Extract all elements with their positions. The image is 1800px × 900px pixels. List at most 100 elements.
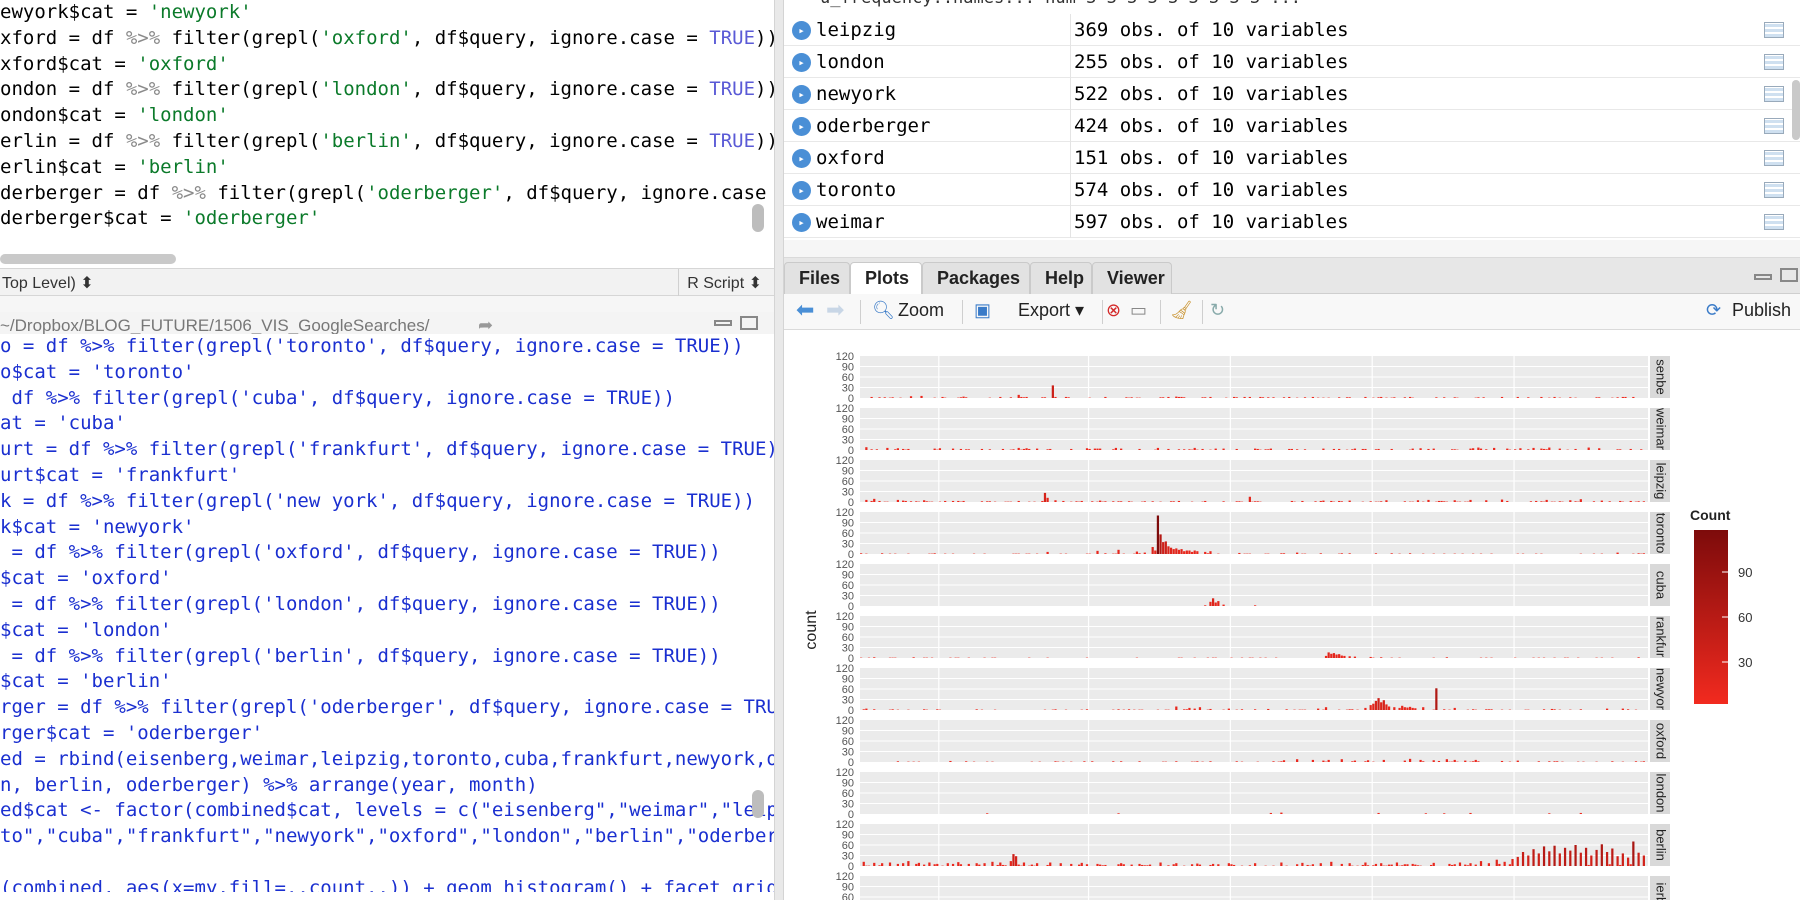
histogram-bar — [1453, 759, 1456, 762]
histogram-bar — [1088, 448, 1091, 450]
toolbar-separator — [1160, 300, 1161, 324]
expand-icon[interactable]: ▸ — [792, 21, 811, 40]
maximize-pane-icon[interactable] — [1780, 268, 1798, 282]
histogram-bar — [896, 499, 899, 502]
tab-help[interactable]: Help — [1030, 262, 1092, 294]
histogram-bar — [1477, 447, 1480, 450]
zoom-button[interactable]: Zoom — [898, 300, 945, 320]
env-row-oxford[interactable]: ▸ oxford 151 obs. of 10 variables — [784, 142, 1800, 174]
histogram-bar — [1616, 856, 1619, 866]
expand-icon[interactable]: ▸ — [792, 181, 811, 200]
editor-vertical-scrollbar[interactable] — [752, 204, 764, 232]
histogram-bar — [1120, 448, 1123, 450]
tab-files[interactable]: Files — [784, 262, 850, 294]
histogram-bar — [1311, 864, 1315, 866]
forward-arrow-icon[interactable]: ➡ — [826, 297, 845, 322]
env-row-newyork[interactable]: ▸ newyork 522 obs. of 10 variables — [784, 78, 1800, 110]
histogram-bar — [1172, 549, 1175, 554]
histogram-bar — [1380, 501, 1383, 502]
histogram-bar — [1529, 501, 1533, 502]
view-data-icon[interactable] — [1764, 118, 1784, 134]
env-row-london[interactable]: ▸ london 255 obs. of 10 variables — [784, 46, 1800, 78]
histogram-bar — [1054, 761, 1057, 762]
histogram-bar — [1232, 864, 1236, 866]
refresh-icon[interactable]: ↻ — [1210, 300, 1226, 320]
publish-icon[interactable]: ⟳ — [1706, 300, 1722, 320]
export-button[interactable]: Export ▾ — [1018, 300, 1085, 320]
pane-splitter-right[interactable] — [784, 240, 1800, 258]
histogram-bar — [1340, 553, 1343, 554]
histogram-bar — [1222, 501, 1225, 502]
env-row-toronto[interactable]: ▸ toronto 574 obs. of 10 variables — [784, 174, 1800, 206]
tab-packages[interactable]: Packages — [922, 262, 1030, 294]
column-separator — [1070, 110, 1071, 142]
scope-selector[interactable]: Top Level) ⬍ — [2, 275, 94, 292]
tab-viewer[interactable]: Viewer — [1092, 262, 1172, 294]
go-to-directory-icon[interactable]: ➦ — [478, 315, 494, 335]
maximize-pane-icon[interactable] — [740, 316, 758, 330]
minimize-pane-icon[interactable] — [714, 320, 732, 326]
source-editor[interactable]: ewyork$cat = 'newyork' xford = df %>% fil… — [0, 0, 774, 258]
histogram-bar — [1608, 864, 1611, 866]
env-object-name: london — [816, 51, 885, 73]
histogram-bar — [1099, 448, 1102, 450]
histogram-bar — [1159, 862, 1162, 866]
expand-icon[interactable]: ▸ — [792, 53, 811, 72]
clear-all-plots-icon[interactable]: 🧹︎ — [1170, 300, 1193, 320]
histogram-bar — [1485, 709, 1488, 710]
view-data-icon[interactable] — [1764, 86, 1784, 102]
histogram-bar — [894, 449, 897, 450]
histogram-bar — [1624, 396, 1627, 398]
histogram-bar — [1198, 707, 1202, 710]
tab-plots[interactable]: Plots — [850, 262, 922, 295]
y-tick-label: 120 — [836, 403, 854, 415]
view-data-icon[interactable] — [1764, 182, 1784, 198]
histogram-bar — [1183, 397, 1186, 398]
editor-horizontal-scrollbar[interactable] — [0, 254, 176, 264]
remove-plot-icon[interactable]: ⊗ — [1106, 300, 1122, 320]
histogram-bar — [1099, 864, 1102, 866]
histogram-bar — [1324, 655, 1328, 658]
histogram-bar — [1222, 604, 1225, 606]
file-type-selector[interactable]: R Script ⬍ — [678, 269, 770, 296]
column-separator — [1070, 142, 1071, 174]
histogram-bar — [1435, 397, 1438, 398]
histogram-bar — [1500, 499, 1504, 502]
console-output[interactable]: o = df %>% filter(grepl('toronto', df$qu… — [0, 334, 774, 892]
view-data-icon[interactable] — [1764, 54, 1784, 70]
expand-icon[interactable]: ▸ — [792, 85, 811, 104]
pane-splitter-left[interactable] — [0, 296, 774, 312]
plot-window-icon[interactable]: ▭ — [1130, 300, 1148, 320]
minimize-pane-icon[interactable] — [1754, 274, 1772, 280]
environment-scrollbar[interactable] — [1792, 80, 1800, 140]
publish-button[interactable]: Publish — [1732, 300, 1792, 320]
histogram-bar — [1078, 864, 1081, 866]
export-icon[interactable]: ▣ — [974, 300, 992, 320]
env-row-leipzig[interactable]: ▸ leipzig 369 obs. of 10 variables — [784, 14, 1800, 46]
histogram-bar — [933, 864, 936, 866]
histogram-bar — [1117, 501, 1120, 502]
zoom-icon[interactable]: 🔍︎ — [872, 300, 895, 320]
view-data-icon[interactable] — [1764, 150, 1784, 166]
histogram-bar — [1353, 656, 1357, 658]
expand-icon[interactable]: ▸ — [792, 117, 811, 136]
env-row-oderberger[interactable]: ▸ oderberger 424 obs. of 10 variables — [784, 110, 1800, 142]
histogram-bar — [938, 448, 942, 450]
view-data-icon[interactable] — [1764, 22, 1784, 38]
histogram-bar — [1190, 864, 1194, 866]
histogram-bar — [1587, 447, 1590, 450]
expand-icon[interactable]: ▸ — [792, 213, 811, 232]
pane-splitter-vertical[interactable] — [774, 0, 784, 900]
env-row-weimar[interactable]: ▸ weimar 597 obs. of 10 variables — [784, 206, 1800, 238]
histogram-bar — [1340, 759, 1343, 762]
console-vertical-scrollbar[interactable] — [752, 790, 764, 818]
expand-icon[interactable]: ▸ — [792, 149, 811, 168]
view-data-icon[interactable] — [1764, 214, 1784, 230]
code-token: 'london' — [320, 78, 412, 101]
console-line: $cat = 'london' — [0, 618, 172, 641]
facet-label-toronto: toronto — [1654, 513, 1669, 553]
histogram-bar — [1435, 688, 1438, 710]
histogram-bar — [1096, 550, 1099, 554]
back-arrow-icon[interactable]: ⬅ — [796, 297, 815, 322]
histogram-bar — [1579, 499, 1582, 502]
